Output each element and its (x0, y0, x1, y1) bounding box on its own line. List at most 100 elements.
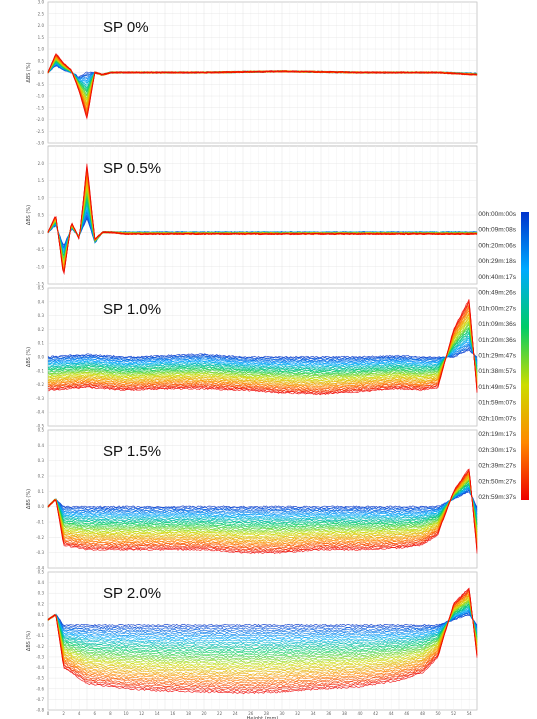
series-line (47, 475, 478, 540)
x-tick-label: 18 (186, 711, 192, 716)
chart-panel-1: 2.0 1.5 1.0 0.5 0.0 -0.5 -1.0 -1.5 ΔBS (%) SP 0.5… (26, 145, 478, 287)
y-tick-label: -0.3 (36, 550, 44, 555)
y-tick-label: -0.2 (36, 535, 44, 540)
y-axis-label: ΔBS (%) (26, 489, 32, 509)
series-line (47, 594, 478, 677)
x-tick-label: 34 (311, 711, 317, 716)
y-tick-label: 0.3 (38, 313, 45, 318)
legend-entry: 02h:19m:17s (478, 431, 516, 438)
x-tick-label: 46 (404, 711, 410, 716)
legend-entry: 02h:50m:27s (478, 478, 516, 485)
series-line (47, 608, 478, 641)
series-line (47, 613, 478, 629)
legend-entry: 02h:30m:17s (478, 447, 516, 454)
y-tick-label: 0.5 (38, 286, 45, 291)
legend-entry: 00h:09m:08s (478, 227, 516, 234)
y-tick-label: -0.2 (36, 382, 44, 387)
y-tick-label: -0.2 (36, 644, 44, 649)
series-line (47, 328, 478, 374)
series-line (48, 474, 478, 539)
series-line (47, 609, 478, 637)
series-line (47, 488, 478, 512)
series-line (47, 317, 478, 381)
series-line (47, 606, 478, 648)
series-line (47, 483, 478, 525)
y-tick-label: 2.0 (38, 161, 45, 166)
series-line (47, 604, 478, 649)
y-tick-label: -2.0 (36, 117, 44, 122)
chart-panel-0: 3.0 2.5 2.0 1.5 1.0 0.5 0.0 -0.5 -1.0 -1.5 -2.0 -2.… (26, 0, 478, 146)
legend-entry: 02h:59m:37s (478, 494, 516, 501)
y-tick-label: 0.5 (38, 58, 45, 63)
legend: 00h:00m:00s 00h:09m:08s 00h:20m:06s 00h:29m… (478, 211, 529, 501)
x-tick-label: 14 (155, 711, 161, 716)
series-line (47, 612, 478, 630)
legend-entry: 00h:20m:06s (478, 242, 516, 249)
x-tick-label: 24 (233, 711, 239, 716)
series-line (47, 473, 478, 543)
legend-entry: 01h:49m:57s (478, 384, 516, 391)
series-line (47, 304, 478, 391)
y-axis-label: ΔBS (%) (26, 205, 32, 225)
series-line (47, 472, 478, 544)
series-line (47, 330, 478, 373)
x-tick-label: 16 (170, 711, 176, 716)
series-line (47, 589, 478, 688)
y-tick-label: 0.0 (38, 230, 45, 235)
panel-title: SP 0% (103, 19, 149, 36)
series-line (47, 472, 478, 546)
y-tick-label: 0.3 (38, 591, 45, 596)
series-line (47, 478, 478, 531)
series-line (47, 608, 478, 639)
series-line (47, 605, 478, 646)
series-line (47, 316, 478, 382)
y-tick-label: 0.0 (38, 355, 45, 360)
y-tick-label: -0.1 (36, 368, 44, 373)
y-tick-label: 1.0 (38, 195, 45, 200)
series-line (47, 468, 478, 553)
series-line (47, 598, 478, 665)
y-tick-label: -0.3 (36, 396, 44, 401)
series-line (47, 479, 478, 532)
x-tick-label: 38 (342, 711, 348, 716)
y-tick-label: 1.0 (38, 47, 45, 52)
x-axis-label: Height (mm) (247, 716, 279, 719)
y-tick-label: 0.3 (38, 458, 45, 463)
series-line (47, 487, 478, 513)
y-axis-label: ΔBS (%) (26, 62, 32, 82)
y-tick-label: -0.4 (36, 665, 44, 670)
y-tick-label: -0.5 (36, 247, 44, 252)
series-line (47, 347, 478, 360)
series-line (47, 610, 478, 635)
series-line (47, 485, 478, 517)
y-tick-label: 0.1 (38, 489, 45, 494)
y-axis-label: ΔBS (%) (26, 631, 32, 651)
series-line (47, 589, 478, 686)
series-line (47, 337, 478, 367)
y-tick-label: 0.4 (38, 443, 45, 448)
series-line (47, 346, 478, 361)
panel-title: SP 1.5% (103, 443, 161, 460)
panel-title: SP 0.5% (103, 160, 161, 177)
y-tick-label: -0.4 (36, 566, 44, 571)
x-tick-label: 32 (295, 711, 301, 716)
series-line (48, 610, 478, 634)
series-line (47, 468, 478, 552)
x-tick-label: 12 (139, 711, 145, 716)
legend-entry: 00h:00m:00s (478, 211, 516, 218)
x-tick-label: 30 (279, 711, 285, 716)
series-line (47, 489, 478, 511)
x-tick-label: 36 (326, 711, 332, 716)
series-line (47, 603, 478, 651)
series-line (47, 480, 478, 530)
series-line (47, 326, 478, 376)
y-tick-label: -0.1 (36, 520, 44, 525)
series-line (47, 606, 478, 644)
y-tick-label: -0.5 (36, 676, 44, 681)
x-tick-label: 6 (94, 711, 97, 716)
legend-entry: 00h:40m:17s (478, 274, 516, 281)
x-tick-label: 28 (264, 711, 270, 716)
x-tick-label: 8 (109, 711, 112, 716)
series-line (47, 482, 478, 526)
